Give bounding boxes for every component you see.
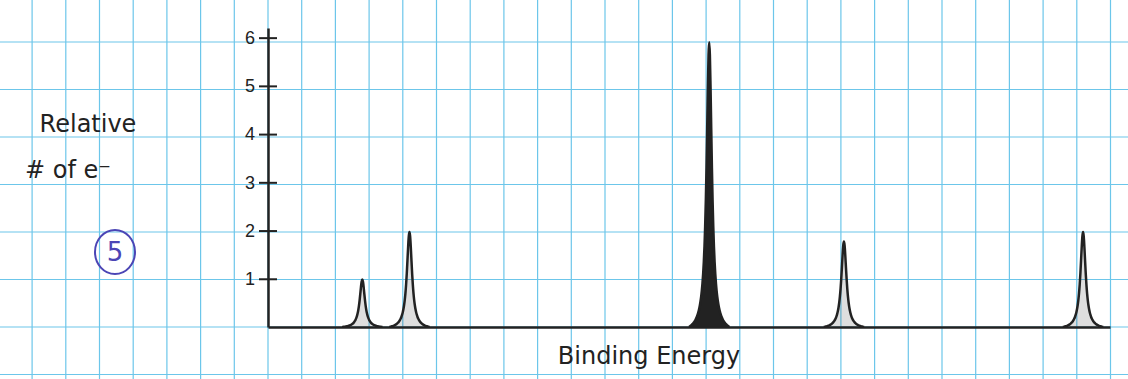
y-tick-label: 6 xyxy=(245,28,255,48)
graph-paper xyxy=(0,0,1128,379)
paper-line xyxy=(773,0,774,379)
paper-line xyxy=(200,0,201,379)
paper-line xyxy=(975,0,976,379)
annotation-circle xyxy=(95,230,135,274)
y-tick: 2 xyxy=(245,221,277,241)
y-tick-mark xyxy=(259,85,277,87)
y-axis: 1 2 3 4 5 6 xyxy=(245,28,277,328)
chart: 1 2 3 4 5 6 Binding Energy Relative # of e⁻ 5 xyxy=(0,0,1128,379)
y-tick-label: 5 xyxy=(245,76,255,96)
x-axis-line xyxy=(269,326,1111,329)
annotation: 5 xyxy=(107,237,124,267)
paper-line xyxy=(0,136,1128,137)
paper-line xyxy=(908,0,909,379)
peak xyxy=(342,280,382,327)
y-tick-mark xyxy=(259,182,277,184)
paper-line xyxy=(0,41,1128,42)
y-tick-mark xyxy=(259,278,277,280)
y-tick-label: 3 xyxy=(245,173,255,193)
y-axis-line xyxy=(267,29,270,328)
peak xyxy=(689,42,729,327)
paper-line xyxy=(571,0,572,379)
paper-line xyxy=(166,0,167,379)
y-tick: 4 xyxy=(245,124,277,144)
paper-line xyxy=(537,0,538,379)
paper-line xyxy=(1042,0,1043,379)
y-tick-mark xyxy=(259,230,277,232)
paper-line xyxy=(65,0,66,379)
paper-line xyxy=(436,0,437,379)
paper-line xyxy=(0,231,1128,232)
paper-line xyxy=(0,374,1128,375)
y-tick-mark xyxy=(259,37,277,39)
paper-line xyxy=(0,279,1128,280)
paper-line xyxy=(0,89,1128,90)
paper-line xyxy=(470,0,471,379)
texts: Binding Energy Relative # of e⁻ 5 xyxy=(25,110,740,370)
paper-line xyxy=(267,0,268,379)
peak xyxy=(824,242,864,327)
paper-line xyxy=(874,0,875,379)
y-axis-title: Relative xyxy=(40,110,137,138)
paper-line xyxy=(1009,0,1010,379)
paper-line xyxy=(234,0,235,379)
peaks xyxy=(342,42,1103,327)
y-axis-title: # of e⁻ xyxy=(25,156,111,184)
paper-line xyxy=(807,0,808,379)
y-tick-label: 1 xyxy=(245,269,255,289)
peak xyxy=(1063,232,1103,327)
paper-line xyxy=(0,326,1128,327)
y-tick: 3 xyxy=(245,173,277,193)
y-tick: 1 xyxy=(245,269,277,289)
paper-line xyxy=(672,0,673,379)
paper-line xyxy=(604,0,605,379)
paper-line xyxy=(133,0,134,379)
y-tick: 5 xyxy=(245,76,277,96)
paper-line xyxy=(99,0,100,379)
peak xyxy=(389,232,429,327)
paper-line xyxy=(301,0,302,379)
paper-line xyxy=(941,0,942,379)
y-tick-label: 2 xyxy=(245,221,255,241)
paper-line xyxy=(503,0,504,379)
x-axis xyxy=(269,327,1111,328)
paper-line xyxy=(638,0,639,379)
paper-line xyxy=(739,0,740,379)
y-tick: 6 xyxy=(245,28,277,48)
paper-line xyxy=(31,0,32,379)
x-axis-title: Binding Energy xyxy=(558,342,740,370)
paper-line xyxy=(0,184,1128,185)
paper-line xyxy=(335,0,336,379)
y-tick-label: 4 xyxy=(245,124,255,144)
paper-line xyxy=(1110,0,1111,379)
y-tick-mark xyxy=(259,134,277,136)
paper xyxy=(0,0,1128,379)
